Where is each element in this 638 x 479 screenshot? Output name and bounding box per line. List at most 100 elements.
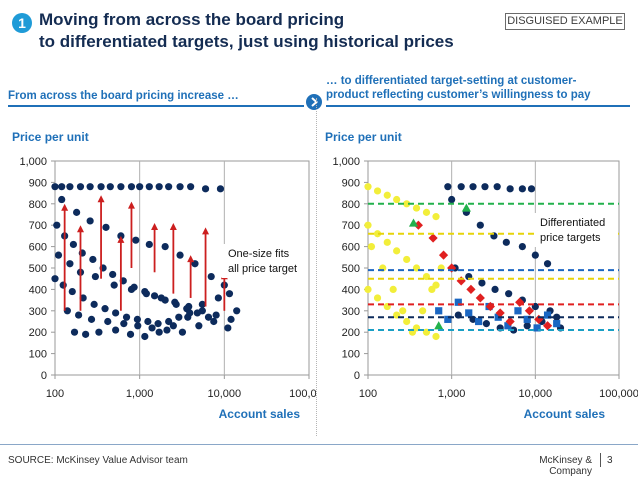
data-point	[506, 185, 514, 193]
page-title-line-2: to differentiated targets, just using hi…	[39, 32, 454, 51]
data-point	[154, 320, 162, 328]
x-tick-label: 100	[359, 388, 377, 400]
data-point	[543, 311, 552, 319]
data-point	[438, 250, 449, 260]
data-point	[448, 195, 456, 204]
data-point	[122, 313, 131, 321]
data-point	[54, 251, 63, 259]
data-point	[148, 324, 156, 332]
price-increase-arrowhead	[97, 195, 105, 203]
data-point	[106, 183, 114, 191]
data-point	[198, 300, 206, 308]
left-subheading-rule	[8, 105, 304, 107]
annotation-box	[222, 244, 308, 278]
data-point	[176, 183, 184, 191]
y-tick-label: 200	[342, 327, 360, 339]
y-tick-label: 400	[29, 284, 47, 296]
right-subheading: … to differentiated target-setting at cu…	[326, 74, 631, 102]
data-point	[101, 305, 109, 313]
data-point	[141, 287, 149, 296]
data-point	[233, 307, 241, 315]
data-point	[465, 309, 473, 317]
data-point	[364, 221, 372, 229]
right-chart-x-axis-title: Account sales	[523, 407, 605, 421]
data-point	[432, 332, 440, 341]
data-point	[434, 321, 444, 330]
data-point	[504, 322, 512, 330]
data-point	[133, 315, 141, 323]
data-point	[373, 230, 382, 238]
data-point	[403, 255, 411, 264]
data-point	[126, 330, 135, 338]
data-point	[505, 316, 515, 327]
data-point	[428, 285, 436, 293]
disguised-example-tag: DISGUISED EXAMPLE	[505, 13, 625, 30]
data-point	[518, 185, 526, 193]
data-point	[144, 317, 152, 326]
data-point	[70, 328, 79, 336]
right-scatter-chart: 0 100 200 300 400 500 600 700 800 900 1,000 100 1,00…	[332, 156, 638, 400]
annotation-text-line-2: price targets	[540, 232, 601, 244]
data-point	[373, 187, 382, 195]
data-point	[367, 243, 376, 251]
price-increase-arrowhead	[151, 223, 159, 231]
y-tick-label: 500	[29, 263, 47, 275]
data-point	[393, 195, 401, 204]
data-point	[456, 276, 466, 286]
data-point	[63, 307, 71, 315]
data-point	[204, 313, 213, 321]
right-subheading-rule	[326, 105, 630, 107]
data-point	[210, 317, 218, 326]
data-point	[73, 208, 81, 216]
data-point	[383, 238, 391, 246]
data-point	[102, 223, 110, 231]
y-tick-label: 900	[29, 177, 47, 189]
data-point	[514, 307, 522, 315]
data-point	[68, 287, 76, 296]
data-point	[51, 275, 59, 283]
data-point	[53, 221, 61, 229]
data-point	[553, 313, 561, 321]
page-title: Moving from across the board pricing to …	[39, 9, 509, 53]
data-point	[51, 183, 59, 191]
data-point	[58, 195, 66, 204]
data-point	[533, 324, 541, 332]
section-number-badge: 1	[12, 13, 32, 33]
price-increase-arrowhead	[117, 235, 125, 243]
data-point	[531, 251, 539, 259]
data-point	[393, 247, 401, 255]
data-point	[161, 296, 169, 304]
data-point	[176, 251, 184, 259]
data-point	[523, 322, 531, 330]
data-point	[214, 294, 222, 302]
data-point	[419, 307, 427, 315]
data-point	[475, 317, 483, 326]
data-point	[155, 183, 163, 191]
y-tick-label: 800	[342, 199, 360, 211]
footer-divider	[600, 453, 601, 467]
left-chart-x-axis-title: Account sales	[218, 407, 300, 421]
right-subheading-line-1: … to differentiated target-setting at cu…	[326, 75, 577, 87]
data-point	[469, 183, 477, 191]
data-point	[527, 185, 536, 193]
data-point	[87, 315, 96, 323]
data-point	[481, 183, 489, 191]
panel-divider	[316, 98, 317, 436]
data-point	[193, 309, 201, 317]
data-point	[86, 217, 94, 225]
right-chart-y-axis-title: Price per unit	[325, 130, 402, 144]
price-increase-arrowhead	[61, 203, 69, 211]
data-point	[86, 183, 94, 191]
data-point	[403, 200, 411, 208]
x-tick-label: 1,000	[438, 388, 466, 400]
data-point	[178, 328, 187, 336]
price-increase-arrowhead	[169, 223, 177, 231]
data-point	[76, 183, 85, 191]
data-point	[186, 309, 194, 317]
data-point	[117, 232, 125, 240]
data-point	[161, 243, 169, 251]
data-point	[373, 294, 382, 302]
y-tick-label: 100	[342, 349, 360, 361]
data-point	[543, 260, 552, 268]
x-tick-label: 100,000	[289, 388, 316, 400]
